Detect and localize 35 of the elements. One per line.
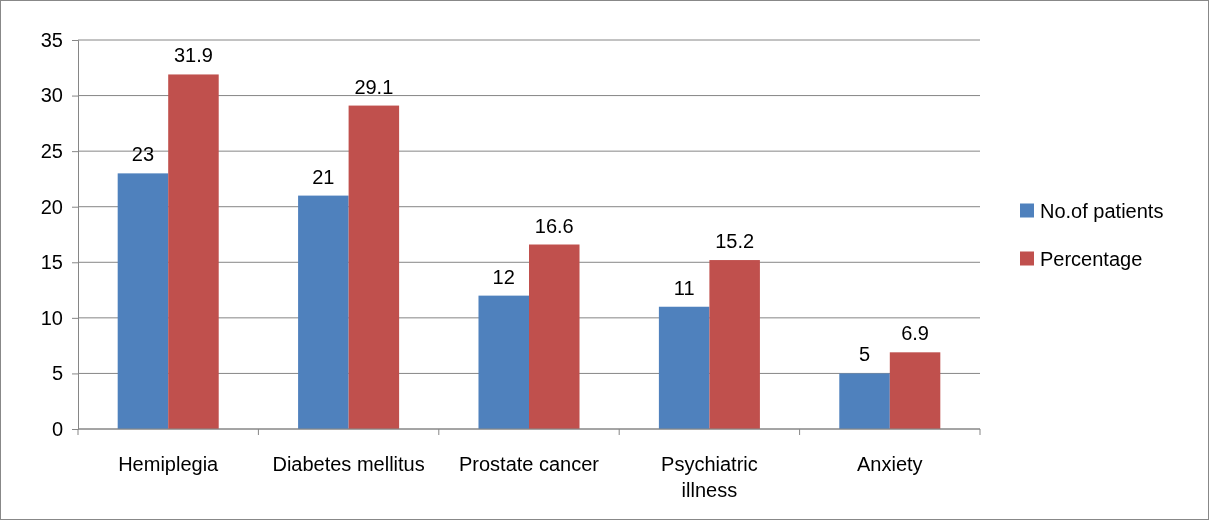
bar bbox=[709, 260, 760, 429]
legend-label: Percentage bbox=[1040, 247, 1143, 270]
y-tick-label: 25 bbox=[40, 140, 63, 163]
data-label: 15.2 bbox=[715, 230, 755, 253]
data-label: 6.9 bbox=[901, 322, 929, 345]
bar bbox=[529, 244, 580, 429]
data-label: 5 bbox=[858, 343, 871, 366]
data-label: 23 bbox=[131, 143, 155, 166]
bar bbox=[348, 105, 400, 429]
data-label: 12 bbox=[492, 265, 515, 288]
x-tick-label: Psychiatric illness bbox=[661, 453, 758, 501]
bar bbox=[168, 74, 219, 429]
bar bbox=[117, 173, 169, 429]
y-tick-label: 30 bbox=[40, 84, 63, 107]
data-label: 31.9 bbox=[173, 44, 213, 67]
bar bbox=[298, 195, 349, 429]
y-tick-label: 10 bbox=[40, 306, 63, 329]
y-tick-label: 15 bbox=[40, 251, 63, 274]
bar bbox=[478, 295, 529, 429]
x-tick-label: Diabetes mellitus bbox=[272, 453, 425, 475]
x-tick-label: Hemiplegia bbox=[118, 453, 220, 475]
y-tick-label: 35 bbox=[40, 28, 63, 51]
bar bbox=[839, 373, 890, 429]
data-label: 29.1 bbox=[354, 75, 394, 98]
data-label: 11 bbox=[673, 276, 695, 299]
x-tick-label: Anxiety bbox=[857, 453, 923, 475]
bar bbox=[889, 352, 941, 429]
data-label: 21 bbox=[312, 165, 335, 188]
y-tick-label: 20 bbox=[40, 195, 63, 218]
legend-label: No.of patients bbox=[1040, 199, 1164, 222]
y-tick-label: 0 bbox=[51, 417, 63, 440]
data-label: 16.6 bbox=[534, 214, 574, 237]
bar bbox=[658, 306, 710, 429]
y-tick-label: 5 bbox=[51, 362, 63, 385]
x-tick-label: Prostate cancer bbox=[458, 453, 600, 475]
